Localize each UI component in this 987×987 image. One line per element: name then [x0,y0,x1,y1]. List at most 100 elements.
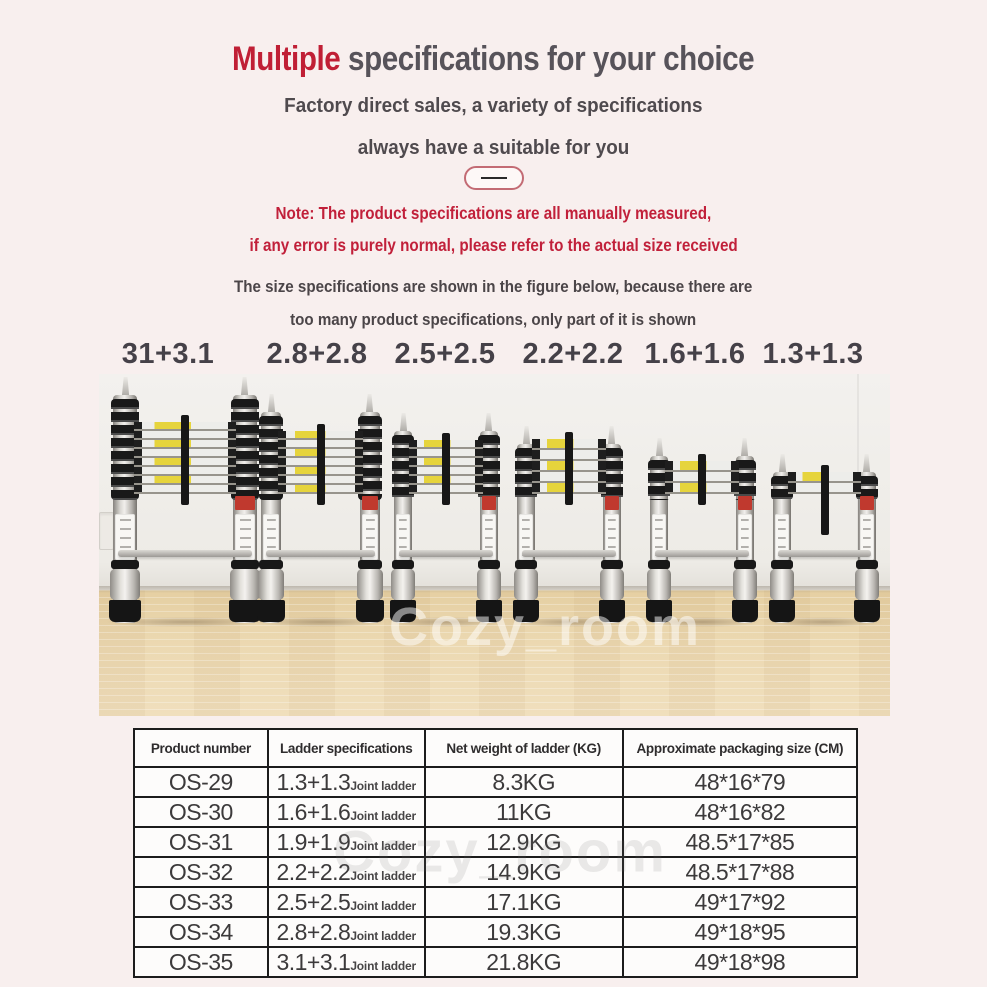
table-header-2: Ladder specifications [266,728,426,768]
cell-ladder-spec: 3.1+3.1Joint ladder [266,946,426,978]
table-header-1: Product number [133,728,269,768]
ladder-collar-rings [515,448,537,500]
instruction-label [482,514,496,560]
spec-number: 1.6+1.6 [276,798,351,825]
ladder-lower-tube [647,569,671,600]
subtitle-line-2: always have a suitable for you [357,136,630,159]
table-header-row: Product number Ladder specifications Net w… [133,728,859,768]
spec-suffix: Joint ladder [350,838,416,853]
spec-number: 1.9+1.9 [276,828,351,855]
instruction-label [235,514,255,560]
cell-packaging-size: 49*18*95 [621,916,859,948]
ladder-pole [646,456,672,623]
ladder-hook-tip [267,394,276,422]
ladder-hook-tip [484,413,493,441]
rubber-foot [513,600,539,622]
ladder-pole [229,395,261,623]
ladder-lower-tube [477,569,501,600]
ladder-hook-tip [740,438,749,466]
velcro-strap [698,454,706,505]
note-line-2: if any error is purely normal, please re… [249,235,738,255]
ladder-collar-rings [478,435,500,500]
spec-number: 1.3+1.3 [276,768,351,795]
cell-net-weight: 17.1KG [423,886,624,918]
rubber-foot [109,600,141,622]
ladder-lock-ring [856,560,878,569]
cell-packaging-size: 49*18*98 [621,946,859,978]
divider-dash [480,177,507,179]
divider-ornament [463,166,524,190]
rubber-foot [257,600,285,622]
ladder-hook-tip [399,413,408,441]
spec-suffix: Joint ladder [350,958,416,973]
cell-product-number: OS-35 [133,946,269,978]
ladder-hook-tip [121,377,130,405]
ladder-hook-tip [778,454,787,482]
rubber-foot [854,600,880,622]
cell-ladder-spec: 1.9+1.9Joint ladder [266,826,426,858]
ladder-pole [732,456,758,623]
size-label-4: 2.2+2.2 [522,338,624,370]
table-row-OS-34: OS-34 2.8+2.8Joint ladder 19.3KG 49*18*95 [133,916,859,948]
ladder-collar-rings [734,460,756,500]
title-rest: specifications for your choice [340,40,755,78]
subtitle-line-1: Factory direct sales, a variety of speci… [284,94,703,117]
instruction-label [263,514,279,560]
velcro-strap [181,415,189,505]
velcro-strap [821,465,829,535]
ladder-lower-tube [733,569,757,600]
size-label-2: 2.8+2.8 [266,338,368,370]
stabilizer-crossbar [522,550,616,557]
table-row-OS-31: OS-31 1.9+1.9Joint ladder 12.9KG 48.5*17*85 [133,826,859,858]
cell-ladder-spec: 1.6+1.6Joint ladder [266,796,426,828]
rubber-foot [229,600,261,622]
instruction-label [115,514,135,560]
instruction-label [519,514,533,560]
ladder-lower-tube [357,569,383,600]
ladder-lower-tube [230,569,260,600]
cell-ladder-spec: 1.3+1.3Joint ladder [266,766,426,798]
cell-net-weight: 14.9KG [423,856,624,888]
ladder-lock-ring [478,560,500,569]
instruction-label [396,514,410,560]
ladder-pole [599,444,625,623]
ladder-1 [107,377,263,627]
ladder-shadow [255,617,386,627]
ladder-lock-ring [392,560,414,569]
red-warning-sticker [738,496,752,510]
ladder-shadow [767,617,882,627]
rubber-foot [356,600,384,622]
ladder-pole [769,472,795,623]
rubber-foot [646,600,672,622]
table-row-OS-29: OS-29 1.3+1.3Joint ladder 8.3KG 48*16*79 [133,766,859,798]
cell-ladder-spec: 2.8+2.8Joint ladder [266,916,426,948]
red-warning-sticker [605,496,619,510]
ladder-collar-rings [856,476,878,500]
cell-net-weight: 12.9KG [423,826,624,858]
cell-net-weight: 11KG [423,796,624,828]
table-header-4: Approximate packaging size (CM) [621,728,859,768]
red-warning-sticker [482,496,496,510]
table-row-OS-32: OS-32 2.2+2.2Joint ladder 14.9KG 48.5*17*88 [133,856,859,888]
instruction-label [738,514,752,560]
ladder-collar-rings [601,448,623,500]
ladder-hook-tip [240,377,249,405]
ladder-3 [388,413,504,627]
ladder-collar-rings [771,476,793,500]
size-label-3: 2.5+2.5 [394,338,496,370]
ladder-pole [476,431,502,623]
spec-suffix: Joint ladder [350,778,416,793]
cell-packaging-size: 48.5*17*88 [621,856,859,888]
table-header-3: Net weight of ladder (KG) [423,728,624,768]
description-line-1: The size specifications are shown in the… [234,277,753,296]
ladder-lock-ring [601,560,623,569]
cell-net-weight: 8.3KG [423,766,624,798]
table-row-OS-33: OS-33 2.5+2.5Joint ladder 17.1KG 49*17*92 [133,886,859,918]
ladder-pole [356,412,384,623]
cell-product-number: OS-30 [133,796,269,828]
stabilizer-crossbar [118,550,252,557]
note-line-1: Note: The product specifications are all… [275,203,712,223]
page-title: Multiple specifications for your choice [0,40,987,79]
size-label-6: 1.3+1.3 [762,338,864,370]
velcro-strap [442,433,450,505]
